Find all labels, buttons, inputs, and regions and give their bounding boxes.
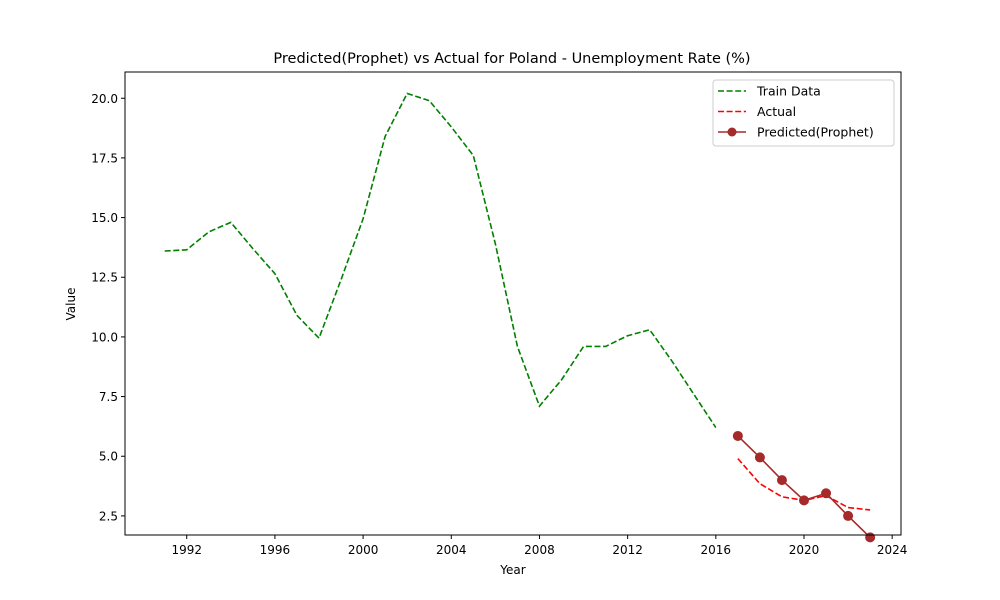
y-axis-label: Value	[64, 288, 78, 321]
x-tick-label: 2012	[612, 543, 643, 557]
data-point-predicted-prophet	[799, 495, 809, 506]
legend: Train Data Actual Predicted(Prophet)	[712, 79, 895, 147]
plot-series	[164, 92, 876, 543]
data-point-predicted-prophet	[821, 488, 832, 499]
x-tick-label: 1996	[260, 543, 291, 557]
data-point-predicted-prophet	[732, 430, 743, 441]
chart-title: Predicted(Prophet) vs Actual for Poland …	[273, 51, 750, 67]
legend-marker-predicted-prophet	[727, 127, 737, 137]
x-axis: 1992 1996 2000 2004 2008 2012 2016 2020 2024	[171, 535, 907, 557]
y-tick-label: 2.5	[99, 509, 118, 523]
y-axis: 2.5 5.0 7.5 10.0 12.5 15.0 17.5 20.0	[91, 92, 125, 523]
y-tick-label: 5.0	[99, 450, 118, 464]
data-point-predicted-prophet	[843, 510, 854, 521]
y-tick-label: 10.0	[91, 330, 118, 344]
legend-label-predicted-prophet: Predicted(Prophet)	[757, 125, 874, 140]
x-tick-label: 2020	[789, 543, 820, 557]
x-tick-label: 2004	[436, 543, 467, 557]
data-point-predicted-prophet	[865, 532, 876, 543]
x-axis-label: Year	[499, 563, 525, 577]
data-point-predicted-prophet	[754, 452, 765, 463]
y-tick-label: 7.5	[99, 390, 118, 404]
y-tick-label: 12.5	[91, 271, 118, 285]
x-tick-label: 2016	[701, 543, 732, 557]
y-tick-label: 20.0	[91, 92, 118, 106]
x-tick-label: 2008	[524, 543, 555, 557]
series-line-train-data	[164, 92, 717, 429]
data-point-predicted-prophet	[776, 475, 787, 486]
y-tick-label: 17.5	[91, 151, 118, 165]
plot-area-frame	[124, 71, 902, 536]
legend-label-actual: Actual	[757, 104, 796, 119]
legend-box	[712, 79, 895, 147]
x-tick-label: 1992	[171, 543, 202, 557]
x-tick-label: 2000	[348, 543, 379, 557]
x-tick-label: 2024	[877, 543, 908, 557]
y-tick-label: 15.0	[91, 211, 118, 225]
legend-label-train-data: Train Data	[756, 84, 821, 99]
